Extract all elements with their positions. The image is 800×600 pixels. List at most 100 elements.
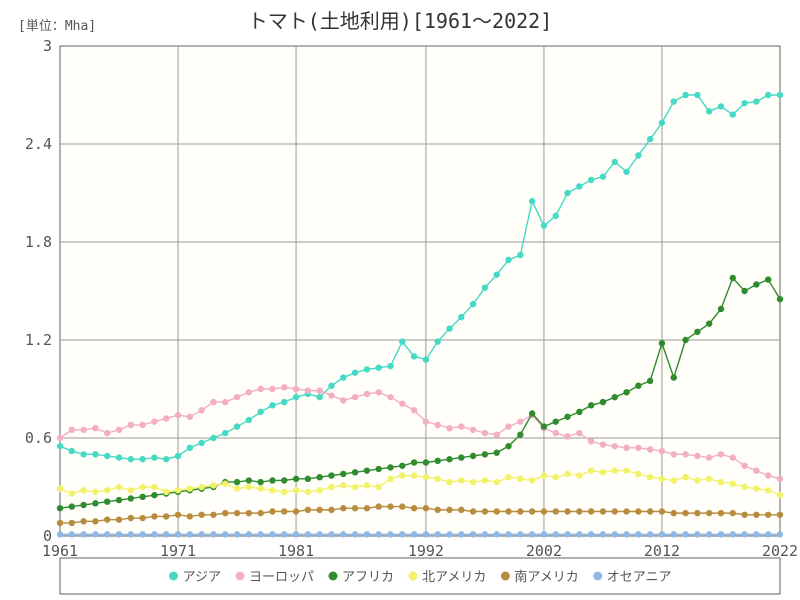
series-marker (659, 120, 665, 126)
series-marker (80, 502, 86, 508)
y-tick-label: 0.6 (25, 429, 52, 447)
series-marker (139, 484, 145, 490)
series-marker (293, 531, 299, 537)
series-marker (671, 531, 677, 537)
series-marker (316, 394, 322, 400)
series-marker (269, 402, 275, 408)
series-marker (753, 531, 759, 537)
series-marker (458, 531, 464, 537)
series-marker (718, 510, 724, 516)
series-marker (458, 423, 464, 429)
series-marker (281, 508, 287, 514)
series-marker (340, 374, 346, 380)
series-marker (246, 510, 252, 516)
series-marker (612, 467, 618, 473)
series-marker (576, 409, 582, 415)
series-marker (340, 397, 346, 403)
series-marker (435, 422, 441, 428)
series-marker (387, 363, 393, 369)
series-marker (517, 476, 523, 482)
series-marker (753, 98, 759, 104)
series-marker (316, 387, 322, 393)
series-marker (435, 338, 441, 344)
series-marker (69, 520, 75, 526)
series-marker (718, 306, 724, 312)
series-marker (588, 438, 594, 444)
series-marker (741, 512, 747, 518)
series-marker (777, 531, 783, 537)
series-marker (612, 394, 618, 400)
x-tick-label: 2012 (644, 542, 680, 560)
series-marker (293, 476, 299, 482)
series-marker (659, 508, 665, 514)
series-marker (116, 497, 122, 503)
series-marker (517, 252, 523, 258)
series-marker (352, 469, 358, 475)
series-marker (92, 531, 98, 537)
series-marker (635, 471, 641, 477)
series-marker (588, 177, 594, 183)
series-marker (163, 489, 169, 495)
series-marker (305, 476, 311, 482)
series-marker (316, 507, 322, 513)
legend-box (60, 558, 780, 594)
series-marker (647, 446, 653, 452)
series-marker (257, 479, 263, 485)
series-marker (505, 443, 511, 449)
series-marker (352, 531, 358, 537)
series-marker (80, 427, 86, 433)
legend-marker (235, 572, 244, 581)
series-marker (529, 531, 535, 537)
x-tick-label: 1981 (278, 542, 314, 560)
series-marker (399, 338, 405, 344)
series-marker (328, 392, 334, 398)
series-marker (659, 531, 665, 537)
series-marker (623, 445, 629, 451)
series-marker (553, 531, 559, 537)
series-marker (741, 484, 747, 490)
legend-label: 北アメリカ (422, 570, 486, 585)
series-marker (328, 531, 334, 537)
series-marker (69, 448, 75, 454)
series-marker (399, 503, 405, 509)
series-marker (671, 98, 677, 104)
series-marker (257, 510, 263, 516)
chart-container: 00.61.21.82.4319611971198119922002201220… (0, 0, 800, 600)
legend-marker (169, 572, 178, 581)
series-marker (694, 477, 700, 483)
series-marker (234, 485, 240, 491)
series-marker (635, 531, 641, 537)
series-marker (765, 92, 771, 98)
series-marker (198, 440, 204, 446)
series-marker (576, 531, 582, 537)
series-marker (541, 423, 547, 429)
x-tick-label: 2022 (762, 542, 798, 560)
series-marker (151, 454, 157, 460)
series-marker (210, 512, 216, 518)
series-marker (198, 407, 204, 413)
series-marker (435, 458, 441, 464)
unit-label: [単位：Mha] (18, 18, 96, 34)
series-marker (387, 531, 393, 537)
series-marker (340, 531, 346, 537)
series-marker (187, 485, 193, 491)
series-marker (600, 469, 606, 475)
series-marker (446, 507, 452, 513)
series-marker (505, 474, 511, 480)
series-marker (458, 477, 464, 483)
series-marker (92, 425, 98, 431)
series-marker (600, 531, 606, 537)
series-marker (600, 441, 606, 447)
series-marker (293, 394, 299, 400)
series-marker (470, 427, 476, 433)
series-marker (730, 275, 736, 281)
series-marker (234, 510, 240, 516)
series-marker (57, 531, 63, 537)
series-marker (564, 531, 570, 537)
series-marker (730, 510, 736, 516)
series-marker (505, 531, 511, 537)
series-marker (257, 386, 263, 392)
series-marker (647, 531, 653, 537)
series-marker (151, 418, 157, 424)
series-marker (446, 325, 452, 331)
